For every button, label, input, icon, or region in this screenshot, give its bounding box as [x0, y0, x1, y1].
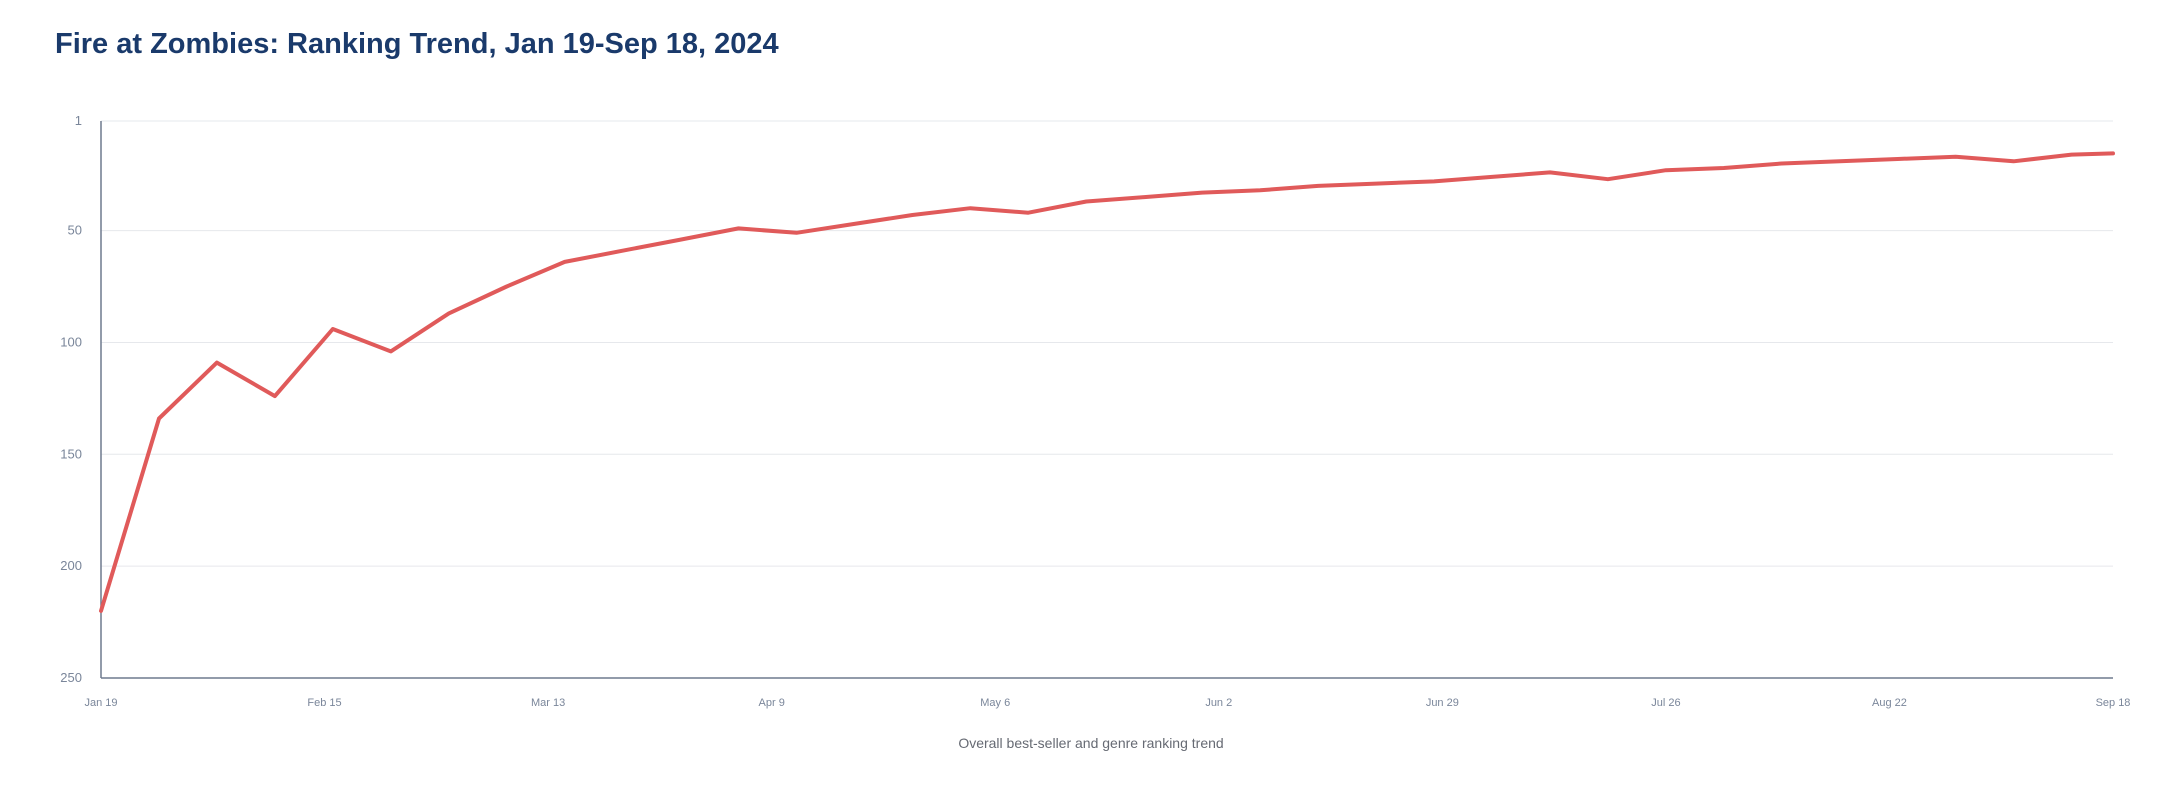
x-tick-label: Jun 2	[1205, 697, 1232, 709]
x-tick-label: Sep 18	[2096, 697, 2131, 709]
x-tick-label: Apr 9	[759, 697, 785, 709]
x-tick-label: May 6	[980, 697, 1010, 709]
y-tick-label: 50	[68, 223, 82, 238]
y-tick-label: 1	[75, 113, 82, 128]
grid-lines	[101, 120, 2113, 567]
x-axis-label: Overall best-seller and genre ranking tr…	[958, 735, 1223, 751]
x-tick-label: Feb 15	[307, 697, 341, 709]
chart-title: Fire at Zombies: Ranking Trend, Jan 19-S…	[55, 28, 779, 60]
series-line-ranking	[99, 151, 2115, 613]
x-tick-label: Jul 26	[1651, 697, 1680, 709]
y-tick-label: 100	[60, 334, 82, 349]
x-tick-label: Aug 22	[1872, 697, 1907, 709]
x-tick-label: Jun 29	[1426, 697, 1459, 709]
series-lines	[99, 151, 2115, 613]
y-tick-label: 150	[60, 446, 82, 461]
axes	[100, 121, 2113, 679]
x-tick-labels: Jan 19 Feb 15 Mar 13 Apr 9 May 6 Jun 2 Jun 29 J…	[84, 697, 2130, 709]
y-tick-label: 250	[60, 670, 82, 685]
y-tick-label: 200	[60, 558, 82, 573]
x-tick-label: Mar 13	[531, 697, 565, 709]
x-tick-label: Jan 19	[84, 697, 117, 709]
